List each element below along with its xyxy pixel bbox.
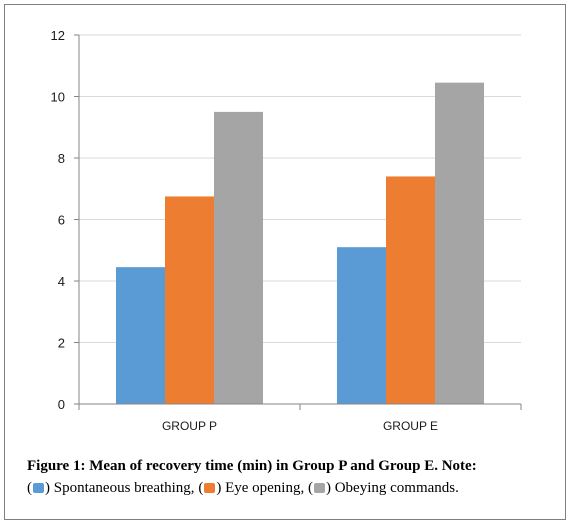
legend-item-eye-opening: () Eye opening, xyxy=(198,480,304,496)
axes xyxy=(74,34,522,410)
legend-item-spontaneous-breathing: () Spontaneous breathing, xyxy=(27,480,195,496)
caption-title: Figure 1: Mean of recovery time (min) in… xyxy=(27,458,438,474)
bar-spontaneous-breathing-group-p xyxy=(116,267,165,404)
caption-note-label: Note: xyxy=(441,458,477,474)
legend-label-eye-opening: Eye opening, xyxy=(225,480,305,496)
figure-frame: 0 2 4 6 8 10 12 GROUP P GROUP E Figure 1: Mean o… xyxy=(4,4,566,520)
paren-open: ( xyxy=(27,480,32,496)
legend-label-obeying-commands: Obeying commands. xyxy=(334,480,459,496)
x-category-label: GROUP P xyxy=(162,419,217,433)
y-tick-label: 6 xyxy=(58,213,65,228)
bar-eye-opening-group-p xyxy=(165,196,214,404)
bar-obeying-commands-group-p xyxy=(214,111,263,404)
figure-caption: Figure 1: Mean of recovery time (min) in… xyxy=(27,455,567,499)
x-category-label: GROUP E xyxy=(383,419,438,433)
y-tick-label: 10 xyxy=(51,90,65,105)
bar-obeying-commands-group-e xyxy=(435,82,484,404)
y-tick-label: 8 xyxy=(58,151,65,166)
tick-labels: 0 2 4 6 8 10 12 GROUP P GROUP E xyxy=(51,28,439,433)
legend-label-spontaneous-breathing: Spontaneous breathing, xyxy=(53,480,195,496)
paren-close: ) xyxy=(216,480,222,496)
paren-open: ( xyxy=(198,480,204,496)
bars xyxy=(116,82,484,404)
y-tick-label: 4 xyxy=(58,274,65,289)
y-tick-label: 12 xyxy=(51,28,65,43)
legend-swatch-spontaneous-breathing xyxy=(33,483,44,493)
paren-close: ) xyxy=(45,480,50,496)
legend-item-obeying-commands: () Obeying commands. xyxy=(308,480,459,496)
bar-eye-opening-group-e xyxy=(386,176,435,404)
bar-chart: 0 2 4 6 8 10 12 GROUP P GROUP E xyxy=(51,28,522,433)
paren-open: ( xyxy=(307,480,313,496)
legend-swatch-obeying-commands xyxy=(313,483,325,493)
y-tick-label: 0 xyxy=(58,397,65,412)
legend-swatch-eye-opening xyxy=(204,483,216,493)
y-tick-label: 2 xyxy=(58,336,65,351)
bar-spontaneous-breathing-group-e xyxy=(337,247,386,404)
paren-close: ) xyxy=(325,480,331,496)
